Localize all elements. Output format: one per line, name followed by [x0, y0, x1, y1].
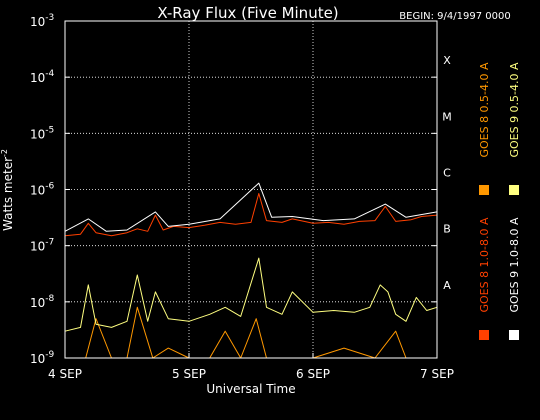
y-tick-exponent: -7: [45, 238, 54, 248]
y-tick-exponent: -6: [45, 182, 54, 192]
y-tick-base: 10: [30, 15, 45, 29]
y-tick-base: 10: [30, 352, 45, 366]
y-tick-label: 10-7: [30, 238, 54, 254]
grid-lines: [65, 21, 437, 358]
legend-label: GOES 8 0.5-4.0 A: [478, 62, 491, 158]
y-tick-label: 10-5: [30, 125, 54, 141]
y-tick-exponent: -9: [45, 350, 54, 360]
y-tick-label: 10-4: [30, 69, 55, 85]
y-tick-base: 10: [30, 296, 45, 310]
series-line-4: [64, 257, 438, 332]
x-axis-ticks: 4 SEP 5 SEP 6 SEP 7 SEP: [48, 353, 454, 381]
series-line-1: [64, 193, 438, 237]
flare-class-label: A: [443, 279, 451, 292]
legend-label: GOES 9 1.0-8.0 A: [508, 217, 521, 313]
y-tick-base: 10: [30, 184, 45, 198]
y-axis-ticks: 10-910-810-710-610-510-410-3: [30, 13, 437, 366]
x-axis-title: Universal Time: [206, 382, 295, 396]
flare-class-label: B: [443, 223, 451, 236]
legend-swatch: [509, 185, 519, 195]
y-tick-base: 10: [30, 240, 45, 254]
y-tick-label: 10-6: [30, 182, 55, 198]
y-tick-label: 10-8: [30, 294, 55, 310]
legend-swatch: [479, 185, 489, 195]
legend-swatch: [479, 330, 489, 340]
y-tick-exponent: -3: [45, 13, 54, 23]
y-tick-label: 10-9: [30, 350, 55, 366]
flare-class-label: X: [443, 54, 451, 67]
y-axis-title-text: Watts meter: [1, 157, 15, 231]
y-axis-title-exponent: -2: [0, 149, 9, 157]
y-tick-exponent: -8: [45, 294, 54, 304]
legend-label: GOES 8 1.0-8.0 A: [478, 217, 491, 313]
series-line-3: [64, 182, 438, 232]
x-tick-label: 4 SEP: [48, 367, 82, 381]
legend: GOES 8 1.0-8.0 A GOES 8 0.5-4.0 A GOES 9 1…: [478, 62, 521, 340]
legend-label: GOES 9 0.5-4.0 A: [508, 62, 521, 158]
y-tick-exponent: -5: [45, 125, 54, 135]
y-tick-base: 10: [30, 127, 45, 141]
x-tick-label: 6 SEP: [296, 367, 330, 381]
legend-swatch: [509, 330, 519, 340]
y-tick-label: 10-3: [30, 13, 54, 29]
y-tick-exponent: -4: [45, 69, 54, 79]
y-tick-base: 10: [30, 71, 45, 85]
x-tick-label: 5 SEP: [172, 367, 206, 381]
begin-label: BEGIN: 9/4/1997 0000: [399, 11, 510, 22]
chart-title: X-Ray Flux (Five Minute): [157, 4, 338, 22]
flare-class-label: M: [442, 110, 452, 123]
y-axis-title: Watts meter-2: [0, 149, 15, 231]
flare-class-label: C: [443, 167, 451, 180]
x-tick-label: 7 SEP: [420, 367, 454, 381]
flare-class-labels: A B C M X: [442, 54, 452, 292]
